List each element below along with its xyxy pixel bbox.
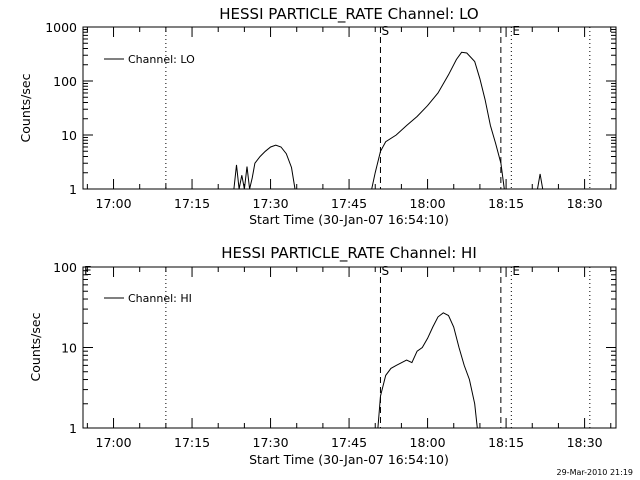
marker-e-2: E bbox=[512, 264, 520, 278]
x-tick-label: 18:30 bbox=[567, 435, 603, 450]
timestamp: 29-Mar-2010 21:19 bbox=[557, 468, 634, 477]
marker-s-1: S bbox=[381, 264, 389, 278]
series-line-segment-2 bbox=[537, 173, 544, 190]
y-tick-label: 1000 bbox=[45, 20, 77, 35]
y-axis-label-hi: Counts/sec bbox=[28, 312, 43, 381]
panel-hi: HESSI PARTICLE_RATE Channel: HI Counts/s… bbox=[28, 244, 617, 467]
chart-title-lo: HESSI PARTICLE_RATE Channel: LO bbox=[219, 5, 478, 24]
chart-title-hi: HESSI PARTICLE_RATE Channel: HI bbox=[221, 244, 477, 263]
y-tick-label: 10 bbox=[61, 128, 77, 143]
x-tick-label: 17:00 bbox=[96, 435, 132, 450]
plot-frame-lo bbox=[82, 26, 617, 190]
x-tick-label: 18:15 bbox=[488, 196, 524, 211]
y-tick-label: 100 bbox=[53, 260, 77, 275]
x-tick-label: 18:00 bbox=[410, 196, 446, 211]
x-tick-label: 17:30 bbox=[253, 435, 289, 450]
panel-lo: HESSI PARTICLE_RATE Channel: LO Counts/s… bbox=[18, 5, 617, 227]
panel-hi-dynamic: ESE17:0017:1517:3017:4518:0018:1518:3011… bbox=[53, 260, 616, 450]
plot-frame-hi bbox=[82, 266, 617, 429]
series-line-segment-0 bbox=[377, 312, 478, 429]
marker-e-1: E bbox=[512, 24, 520, 38]
x-tick-label: 17:15 bbox=[174, 435, 210, 450]
x-tick-label: 17:45 bbox=[331, 196, 367, 211]
marker-s-0: S bbox=[381, 24, 389, 38]
x-tick-label: 18:30 bbox=[567, 196, 603, 211]
x-axis-label-hi: Start Time (30-Jan-07 16:54:10) bbox=[249, 452, 449, 467]
x-tick-label: 18:15 bbox=[488, 435, 524, 450]
y-tick-label: 100 bbox=[53, 74, 77, 89]
y-tick-label: 1 bbox=[69, 421, 77, 436]
y-tick-label: 1 bbox=[69, 182, 77, 197]
y-tick-label: 10 bbox=[61, 341, 77, 356]
series-line-segment-0 bbox=[233, 144, 296, 190]
x-tick-label: 17:15 bbox=[174, 196, 210, 211]
series-line-segment-1 bbox=[371, 51, 505, 190]
legend-label-hi: Channel: HI bbox=[128, 292, 192, 305]
x-tick-label: 17:00 bbox=[96, 196, 132, 211]
legend-label-lo: Channel: LO bbox=[128, 53, 195, 66]
x-tick-label: 17:30 bbox=[253, 196, 289, 211]
x-axis-label-lo: Start Time (30-Jan-07 16:54:10) bbox=[249, 212, 449, 227]
x-tick-label: 17:45 bbox=[331, 435, 367, 450]
y-axis-label-lo: Counts/sec bbox=[18, 73, 33, 142]
panel-lo-dynamic: S E 17:00 17:15 17:30 17:45 18:00 18:15 18:30 1 10… bbox=[45, 20, 616, 211]
x-tick-label: 18:00 bbox=[410, 435, 446, 450]
